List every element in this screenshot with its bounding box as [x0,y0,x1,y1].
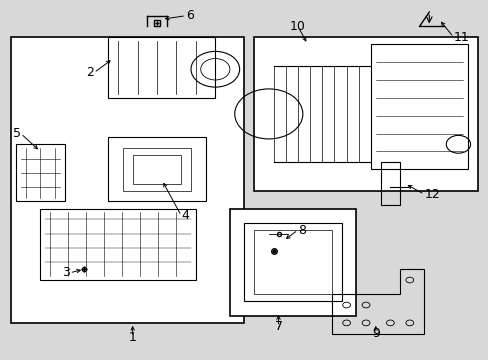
Bar [229,208,356,316]
Text: 9: 9 [371,327,379,340]
Text: 12: 12 [424,188,439,201]
Bar [11,37,244,323]
Text: 8: 8 [297,224,305,237]
Bar [132,155,181,184]
Text: 5: 5 [13,127,21,140]
Text: 6: 6 [186,9,194,22]
Text: 7: 7 [274,320,282,333]
Bar [254,37,477,191]
Text: 4: 4 [181,209,189,222]
Text: 10: 10 [289,20,305,33]
Text: 3: 3 [61,266,69,279]
Bar [122,148,191,191]
Text: 1: 1 [128,331,136,344]
Text: 2: 2 [86,66,94,79]
Bar [254,230,331,294]
Text: 11: 11 [453,31,468,44]
